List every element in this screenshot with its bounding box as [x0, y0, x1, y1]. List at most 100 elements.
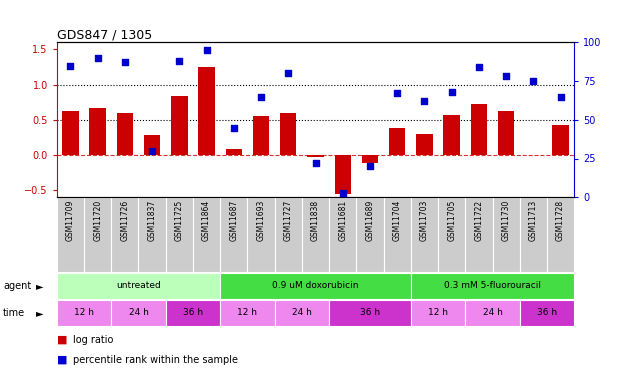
- FancyBboxPatch shape: [274, 300, 329, 326]
- Text: ►: ►: [36, 281, 44, 291]
- Point: [420, 98, 430, 104]
- FancyBboxPatch shape: [220, 300, 274, 326]
- FancyBboxPatch shape: [438, 197, 465, 272]
- Bar: [226, 149, 242, 155]
- FancyBboxPatch shape: [547, 197, 574, 272]
- FancyBboxPatch shape: [520, 197, 547, 272]
- Text: GSM11730: GSM11730: [502, 200, 510, 241]
- FancyBboxPatch shape: [520, 300, 574, 326]
- Text: ►: ►: [36, 308, 44, 318]
- Text: GSM11727: GSM11727: [284, 200, 293, 241]
- Point: [201, 47, 211, 53]
- Point: [555, 93, 565, 99]
- Bar: [334, 155, 351, 194]
- Text: GSM11687: GSM11687: [229, 200, 239, 241]
- FancyBboxPatch shape: [193, 197, 220, 272]
- FancyBboxPatch shape: [84, 197, 111, 272]
- Text: time: time: [3, 308, 25, 318]
- Bar: [471, 104, 487, 155]
- Point: [474, 64, 484, 70]
- Text: GSM11704: GSM11704: [392, 200, 402, 241]
- Text: 36 h: 36 h: [360, 308, 380, 317]
- Bar: [198, 67, 215, 155]
- Point: [528, 78, 538, 84]
- Point: [365, 163, 375, 169]
- FancyBboxPatch shape: [411, 300, 465, 326]
- Text: GSM11709: GSM11709: [66, 200, 75, 241]
- FancyBboxPatch shape: [384, 197, 411, 272]
- Point: [147, 148, 157, 154]
- Bar: [444, 115, 460, 155]
- FancyBboxPatch shape: [465, 197, 493, 272]
- Text: GSM11725: GSM11725: [175, 200, 184, 241]
- Text: 36 h: 36 h: [183, 308, 203, 317]
- Text: GDS847 / 1305: GDS847 / 1305: [57, 28, 152, 41]
- FancyBboxPatch shape: [111, 300, 166, 326]
- Point: [120, 59, 130, 65]
- Text: 24 h: 24 h: [292, 308, 312, 317]
- FancyBboxPatch shape: [57, 197, 84, 272]
- Text: percentile rank within the sample: percentile rank within the sample: [73, 355, 237, 365]
- Bar: [552, 125, 569, 155]
- Text: 24 h: 24 h: [483, 308, 502, 317]
- Text: 0.9 uM doxorubicin: 0.9 uM doxorubicin: [272, 281, 359, 290]
- FancyBboxPatch shape: [247, 197, 274, 272]
- Point: [283, 70, 293, 76]
- Point: [447, 89, 457, 95]
- FancyBboxPatch shape: [166, 300, 220, 326]
- Bar: [253, 116, 269, 155]
- FancyBboxPatch shape: [57, 300, 111, 326]
- Bar: [117, 113, 133, 155]
- Text: GSM11703: GSM11703: [420, 200, 429, 241]
- Bar: [280, 113, 297, 155]
- Point: [93, 55, 103, 61]
- Text: GSM11693: GSM11693: [257, 200, 266, 241]
- Bar: [498, 111, 514, 155]
- Text: 12 h: 12 h: [237, 308, 257, 317]
- Text: GSM11720: GSM11720: [93, 200, 102, 241]
- FancyBboxPatch shape: [357, 197, 384, 272]
- FancyBboxPatch shape: [138, 197, 166, 272]
- FancyBboxPatch shape: [111, 197, 138, 272]
- FancyBboxPatch shape: [57, 273, 220, 299]
- Text: GSM11722: GSM11722: [475, 200, 483, 241]
- FancyBboxPatch shape: [329, 300, 411, 326]
- Text: GSM11689: GSM11689: [365, 200, 374, 241]
- Text: GSM11713: GSM11713: [529, 200, 538, 241]
- FancyBboxPatch shape: [302, 197, 329, 272]
- Point: [174, 58, 184, 64]
- Text: GSM11838: GSM11838: [311, 200, 320, 241]
- Text: 36 h: 36 h: [537, 308, 557, 317]
- Point: [256, 93, 266, 99]
- Text: 12 h: 12 h: [74, 308, 94, 317]
- FancyBboxPatch shape: [411, 273, 574, 299]
- Bar: [171, 96, 187, 155]
- Bar: [307, 155, 324, 157]
- Point: [66, 63, 76, 69]
- Bar: [362, 155, 378, 164]
- FancyBboxPatch shape: [166, 197, 193, 272]
- Text: log ratio: log ratio: [73, 335, 113, 345]
- Text: GSM11726: GSM11726: [121, 200, 129, 241]
- Text: agent: agent: [3, 281, 32, 291]
- FancyBboxPatch shape: [274, 197, 302, 272]
- Text: ■: ■: [57, 355, 68, 365]
- Bar: [90, 108, 106, 155]
- Point: [310, 160, 321, 166]
- Point: [392, 90, 402, 96]
- FancyBboxPatch shape: [493, 197, 520, 272]
- Point: [501, 74, 511, 80]
- FancyBboxPatch shape: [465, 300, 520, 326]
- FancyBboxPatch shape: [220, 197, 247, 272]
- Text: GSM11705: GSM11705: [447, 200, 456, 241]
- Bar: [416, 134, 433, 155]
- Text: GSM11864: GSM11864: [202, 200, 211, 241]
- Point: [338, 190, 348, 196]
- Point: [229, 124, 239, 130]
- Text: 0.3 mM 5-fluorouracil: 0.3 mM 5-fluorouracil: [444, 281, 541, 290]
- FancyBboxPatch shape: [220, 273, 411, 299]
- Text: GSM11728: GSM11728: [556, 200, 565, 241]
- Text: GSM11681: GSM11681: [338, 200, 347, 241]
- Bar: [389, 128, 405, 155]
- FancyBboxPatch shape: [411, 197, 438, 272]
